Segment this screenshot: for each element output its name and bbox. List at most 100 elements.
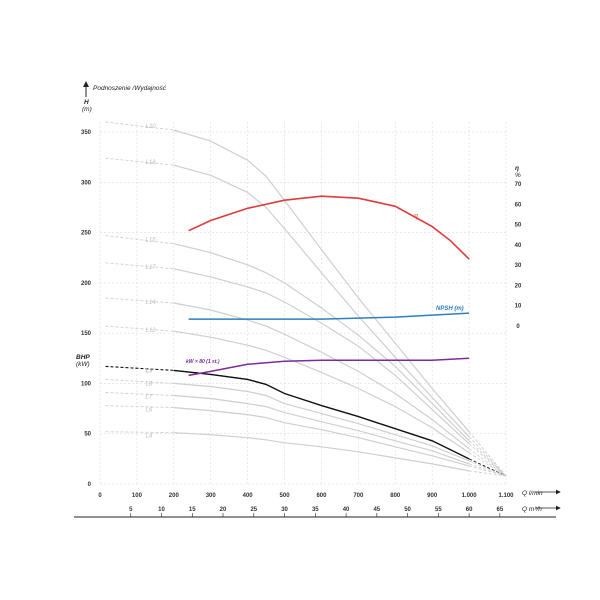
x-bottom-tick: 10 [158, 507, 165, 513]
y-right-unit: % [515, 172, 521, 179]
x-bottom-tick: 15 [189, 507, 196, 513]
head-curve-label: L15 [146, 238, 157, 244]
x-top-tick: 100 [132, 493, 143, 499]
head-curve [173, 330, 470, 454]
bhp-label: BHP [76, 354, 90, 361]
axes: 0 100 200 300 400 500 600 700 800 900 1.000 1.10005… [74, 130, 561, 518]
y-right-tick: 70 [515, 182, 522, 188]
x-top-tick: 500 [280, 493, 291, 499]
head-curve [173, 243, 470, 442]
y-left-tick: 250 [81, 231, 92, 237]
x-bottom-axis-label: Q m³/h [522, 506, 542, 513]
head-curve-tail [468, 458, 507, 477]
x-bottom-tick: 30 [281, 507, 288, 513]
head-curve-tail [468, 460, 507, 477]
x-bottom-tick: 55 [435, 507, 442, 513]
head-curve-tail [468, 431, 507, 477]
y-left-tick: 200 [81, 281, 92, 287]
x-top-tick: 600 [316, 493, 327, 499]
head-curve [173, 268, 470, 445]
y-left-tick: 100 [81, 381, 92, 387]
x-top-tick: 200 [169, 493, 180, 499]
bhp-unit: (kW) [76, 361, 90, 368]
head-curve [173, 302, 470, 450]
head-curves: L20 L18 L15 L17 L14 L12 L9 L8 L7 L6 L4 [105, 121, 507, 477]
head-curve-label: L6 [146, 408, 153, 414]
head-curve-dashed [105, 365, 267, 385]
head-curve-tail [468, 452, 507, 477]
efficiency-label: η [414, 213, 418, 220]
y-left-tick: 350 [81, 130, 92, 136]
y-right-tick: 20 [515, 283, 522, 289]
x-top-tick: 800 [390, 493, 401, 499]
chart-title: Podnoszenie /Wydajność [93, 85, 167, 92]
head-curve-dashed [105, 378, 267, 396]
y-right-tick: 10 [515, 304, 522, 310]
head-curve-label: L7 [146, 395, 153, 401]
y-left-tick: 0 [88, 482, 92, 488]
x-top-tick: 0 [98, 493, 102, 499]
power-label: kW × 80 (1 st.) [186, 359, 220, 365]
head-curve-dashed [105, 235, 267, 274]
head-curve-tail [468, 436, 507, 477]
head-curve-label: L20 [146, 124, 157, 130]
head-curve [173, 369, 470, 460]
head-curve-label: L4 [146, 434, 153, 440]
x-bottom-tick: 45 [373, 507, 380, 513]
y-right-label: η [515, 165, 519, 172]
head-curve-dashed [105, 325, 267, 351]
grid [99, 122, 507, 485]
head-curve [173, 382, 470, 462]
head-curve-label: L14 [146, 300, 157, 306]
head-curve-dashed [105, 392, 267, 408]
power-curve [188, 357, 470, 377]
y-left-tick: 150 [81, 331, 92, 337]
x-top-tick: 1.000 [462, 493, 478, 499]
x-top-tick: 700 [353, 493, 364, 499]
y-right-tick: 60 [515, 202, 522, 208]
head-curve-tail [468, 443, 507, 477]
npsh-label: NPSH (m) [436, 306, 464, 312]
special-curves [188, 195, 470, 377]
head-curve-dashed [105, 262, 267, 294]
y-right-tick: 50 [515, 223, 522, 229]
y-right-tick: 40 [515, 243, 522, 249]
head-curve-tail [469, 470, 507, 477]
y-left-label: H [84, 99, 89, 106]
x-bottom-tick: 25 [250, 507, 257, 513]
head-curve [173, 129, 470, 433]
x-bottom-tick: 20 [220, 507, 227, 513]
head-curve [173, 394, 470, 465]
head-curve-label: L9 [146, 368, 154, 374]
x-bottom-tick: 60 [466, 507, 473, 513]
head-curve-dashed [105, 405, 267, 419]
x-top-tick: 1.100 [498, 493, 514, 499]
y-right-tick: 30 [515, 263, 522, 269]
x-top-tick: 400 [243, 493, 254, 499]
head-curve-dashed [105, 157, 267, 208]
head-curve [173, 407, 470, 467]
head-curve-dashed [105, 297, 267, 327]
y-left-tick: 50 [84, 432, 91, 438]
head-curve-tail [468, 465, 507, 477]
head-curve-tail [468, 448, 507, 477]
head-curve [173, 432, 470, 472]
head-curve-label: L8 [146, 381, 153, 387]
efficiency-curve [188, 195, 470, 260]
x-top-tick: 300 [206, 493, 217, 499]
head-curve-label: L12 [146, 328, 157, 334]
head-curve [173, 164, 470, 438]
x-bottom-tick: 35 [312, 507, 319, 513]
y-left-tick: 300 [81, 180, 92, 186]
x-bottom-tick: 5 [129, 507, 133, 513]
head-curve-label: L18 [146, 160, 157, 166]
head-curve-label: L17 [146, 265, 157, 271]
x-bottom-tick: 50 [404, 507, 411, 513]
x-bottom-tick: 65 [497, 507, 504, 513]
x-top-tick: 900 [427, 493, 438, 499]
x-bottom-tick: 40 [343, 507, 350, 513]
y-left-unit: (m) [82, 106, 92, 113]
x-top-axis-label: Q l/min [522, 490, 543, 497]
y-right-tick: 0 [516, 324, 520, 330]
